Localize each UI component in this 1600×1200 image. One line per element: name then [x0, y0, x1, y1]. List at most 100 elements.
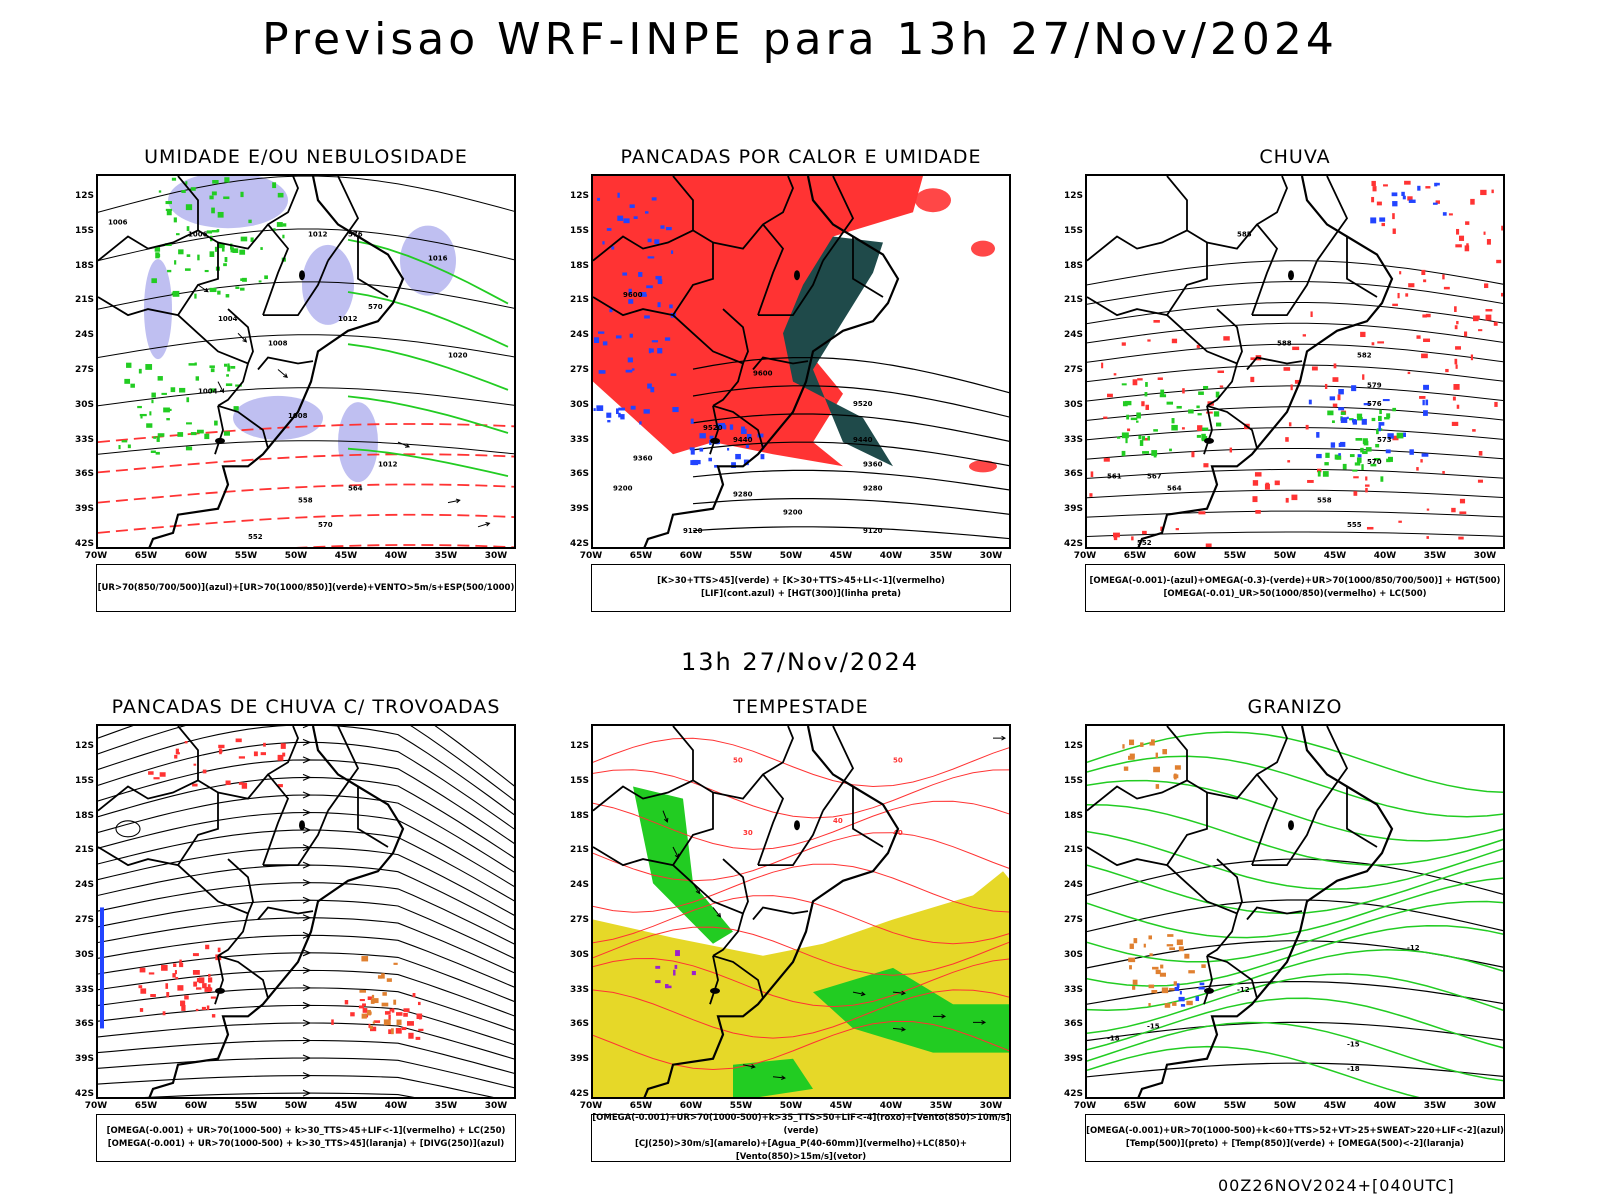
omega-cell-orange	[1122, 744, 1125, 749]
omega-cell-orange	[1178, 946, 1184, 952]
omega-cell-orange	[1148, 984, 1155, 989]
lifted-index-contour	[618, 407, 625, 411]
streamline	[98, 741, 514, 830]
latitude-tick: 18S	[1063, 260, 1083, 271]
temperature-850-line	[1087, 1021, 1503, 1082]
omega-cell-orange	[1155, 969, 1161, 975]
rain-cell-green	[1340, 411, 1346, 415]
rain-cell-red	[1196, 344, 1200, 349]
latitude-tick: 36S	[569, 1019, 589, 1030]
streamline	[98, 776, 514, 859]
humidity-low-cell	[171, 177, 177, 181]
longitude-tick: 50W	[779, 551, 803, 561]
lifted-index-contour	[606, 228, 612, 231]
storm-cell-red	[217, 947, 221, 953]
storm-cell-red	[180, 1000, 186, 1007]
humidity-low-cell	[121, 440, 128, 443]
rain-cell-red	[1422, 314, 1427, 318]
lifted-index-contour	[644, 211, 649, 214]
latitude-tick: 42S	[569, 1089, 589, 1099]
state-border	[758, 810, 824, 866]
contour-label: 588	[1277, 339, 1292, 347]
rain-cell-blue	[1316, 453, 1322, 459]
rain-cell-red	[1141, 401, 1145, 407]
panel-title: GRANIZO	[1247, 696, 1343, 718]
rain-cell-red	[1285, 497, 1289, 503]
rain-cell-red	[1425, 186, 1431, 189]
longitude-tick: 60W	[184, 551, 208, 561]
state-border	[1206, 404, 1258, 449]
wind-vector	[742, 1064, 756, 1069]
latitude-tick: 18S	[74, 260, 94, 271]
rain-cell-green	[1169, 448, 1172, 452]
rain-cell-green	[1144, 392, 1148, 397]
rain-cell-red	[1491, 189, 1494, 194]
contour-label: -15	[1147, 1022, 1160, 1030]
contour-label: 555	[1347, 521, 1362, 529]
rain-cell-blue	[1330, 442, 1336, 448]
latitude-tick: 21S	[74, 295, 94, 306]
lifted-index-contour	[596, 405, 604, 411]
longitude-tick: 35W	[434, 551, 458, 561]
divergence-area	[100, 907, 104, 1029]
lifted-index-contour	[669, 304, 673, 309]
storm-cell-red	[205, 944, 210, 950]
contour-label: 9360	[863, 460, 883, 468]
temperature-850-line	[1087, 924, 1503, 987]
rain-cell-red	[1470, 354, 1474, 361]
longitude-tick: 65W	[134, 551, 158, 561]
latitude-tick: 33S	[1063, 984, 1083, 995]
state-border	[1246, 906, 1303, 921]
state-border	[709, 405, 719, 455]
humidity-low-cell	[171, 292, 175, 295]
panel-title: CHUVA	[1259, 146, 1331, 168]
rain-cell-red	[1501, 225, 1503, 231]
lifted-index-contour	[670, 250, 674, 254]
longitude-tick: 45W	[1323, 551, 1347, 561]
rain-cell-green	[1349, 418, 1354, 421]
rain-cell-green	[1176, 405, 1182, 409]
humidity-low-cell	[176, 233, 180, 236]
longitude-tick: 50W	[1273, 551, 1297, 561]
rain-cell-green	[1380, 476, 1384, 482]
rain-cell-red	[1423, 338, 1431, 342]
lifted-index-contour	[638, 272, 643, 277]
state-border	[1206, 176, 1288, 250]
state-border	[712, 404, 764, 449]
longitude-tick: 30W	[484, 551, 508, 561]
rain-cell-blue	[1417, 185, 1421, 191]
state-border	[1206, 726, 1288, 800]
wind-vector	[712, 907, 722, 918]
humidity-low-contour	[347, 395, 509, 434]
contour-label: 1012	[338, 315, 358, 323]
humidity-low-cell	[217, 211, 224, 218]
lifted-index-contour	[654, 239, 660, 244]
longitude-tick: 35W	[929, 1101, 953, 1111]
longitude-tick: 65W	[629, 551, 653, 561]
rain-cell-red	[1113, 373, 1117, 376]
storm-cell-red	[418, 1028, 424, 1032]
legend-granizo: [OMEGA(-0.001)+UR>70(1000-500)+k<60+TTS>…	[1085, 1114, 1505, 1162]
rain-cell-red	[1381, 222, 1386, 227]
rain-cell-blue	[1385, 449, 1391, 454]
rain-cell-green	[1159, 394, 1167, 398]
rain-cell-green	[1322, 471, 1329, 477]
storm-cell-red	[210, 996, 216, 999]
unstable-area-teal	[783, 236, 893, 467]
humidity-low-cell	[211, 230, 219, 233]
state-border	[217, 176, 299, 250]
humidity-low-cell	[166, 408, 172, 411]
lifted-index-contour	[625, 369, 633, 373]
geopotential-line	[1087, 510, 1503, 518]
flow-arrow	[302, 738, 312, 746]
state-border	[177, 308, 254, 365]
rain-cell-red	[1421, 353, 1428, 359]
lifted-index-contour	[644, 315, 650, 319]
humidity-low-cell	[185, 181, 188, 185]
streamline	[115, 820, 141, 838]
rain-cell-red	[1206, 411, 1213, 414]
legend-pancadas-trovoadas: [OMEGA(-0.001) + UR>70(1000-500) + k>30_…	[96, 1114, 516, 1162]
omega-cell-orange	[1143, 943, 1146, 948]
unstable-area-red	[971, 240, 995, 257]
humidity-low-cell	[206, 230, 213, 234]
